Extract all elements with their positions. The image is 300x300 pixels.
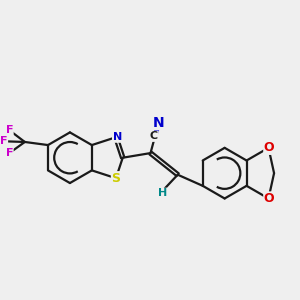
Text: N: N: [152, 116, 164, 130]
Text: H: H: [158, 188, 167, 198]
Text: F: F: [0, 136, 8, 146]
Text: N: N: [112, 132, 122, 142]
Text: S: S: [111, 172, 120, 185]
Text: O: O: [264, 141, 274, 154]
Text: F: F: [6, 148, 13, 158]
Text: F: F: [6, 125, 13, 135]
Text: C: C: [150, 131, 158, 141]
Text: O: O: [264, 192, 274, 205]
